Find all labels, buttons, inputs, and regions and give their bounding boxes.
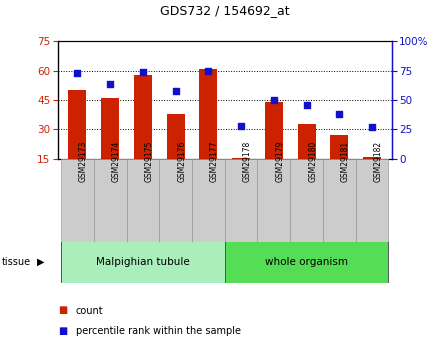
Bar (61, 241, 225, 283)
Bar (363, 157, 381, 159)
Bar (199, 69, 217, 159)
Text: GSM29175: GSM29175 (145, 140, 154, 182)
Bar (159, 159, 192, 242)
Bar (101, 98, 119, 159)
Point (238, 123, 245, 129)
Text: ■: ■ (58, 326, 67, 336)
Point (205, 68, 212, 73)
Text: GSM29180: GSM29180 (308, 140, 317, 182)
Text: GSM29182: GSM29182 (374, 141, 383, 182)
Point (139, 69, 146, 75)
Bar (134, 75, 152, 159)
Bar (290, 159, 323, 242)
Bar (225, 241, 388, 283)
Text: GSM29173: GSM29173 (79, 140, 88, 182)
Text: count: count (76, 306, 103, 315)
Text: Malpighian tubule: Malpighian tubule (96, 257, 190, 267)
Point (303, 102, 310, 108)
Text: GDS732 / 154692_at: GDS732 / 154692_at (160, 4, 290, 17)
Text: percentile rank within the sample: percentile rank within the sample (76, 326, 241, 336)
Bar (192, 159, 225, 242)
Text: GSM29179: GSM29179 (275, 140, 284, 182)
Text: ▶: ▶ (37, 257, 44, 267)
Text: GSM29177: GSM29177 (210, 140, 219, 182)
Point (74, 70, 81, 76)
Bar (330, 135, 348, 159)
Bar (225, 159, 258, 242)
Bar (61, 159, 94, 242)
Point (172, 88, 179, 93)
Text: whole organism: whole organism (265, 257, 348, 267)
Bar (356, 159, 388, 242)
Text: GSM29176: GSM29176 (177, 140, 186, 182)
Bar (298, 124, 316, 159)
Bar (69, 90, 86, 159)
Text: tissue: tissue (2, 257, 31, 267)
Bar (126, 159, 159, 242)
Bar (232, 158, 250, 159)
Bar (323, 159, 356, 242)
Text: GSM29174: GSM29174 (112, 140, 121, 182)
Point (107, 81, 114, 86)
Bar (265, 102, 283, 159)
Text: ■: ■ (58, 306, 67, 315)
Point (336, 111, 343, 117)
Bar (94, 159, 126, 242)
Point (368, 124, 376, 130)
Text: GSM29178: GSM29178 (243, 140, 252, 182)
Bar (166, 114, 185, 159)
Bar (258, 159, 290, 242)
Text: GSM29181: GSM29181 (341, 141, 350, 182)
Point (270, 97, 277, 103)
